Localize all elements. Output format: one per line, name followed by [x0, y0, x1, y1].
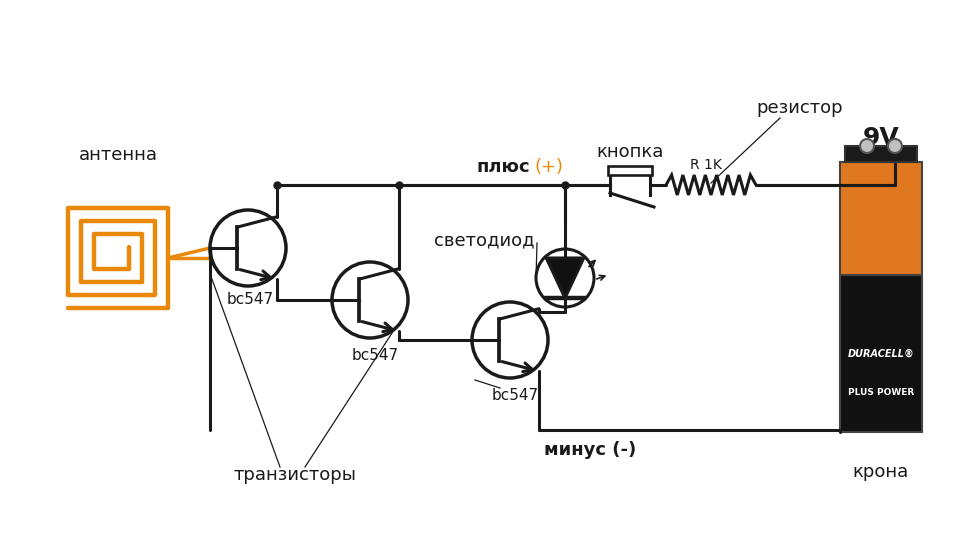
Text: bc547: bc547 [492, 388, 539, 403]
Text: bc547: bc547 [351, 348, 398, 363]
Text: транзисторы: транзисторы [233, 466, 356, 484]
Text: DURACELL®: DURACELL® [848, 349, 914, 358]
Circle shape [860, 139, 874, 153]
Circle shape [888, 139, 902, 153]
Text: светодиод: светодиод [434, 231, 535, 249]
Bar [608, 166, 652, 175]
Text: плюс: плюс [476, 158, 530, 176]
Bar [845, 146, 917, 162]
Text: резистор: резистор [756, 99, 843, 117]
Text: крона: крона [852, 463, 909, 481]
Text: 9V: 9V [863, 126, 900, 150]
Text: bc547: bc547 [227, 293, 274, 308]
Text: R 1K: R 1K [690, 158, 722, 172]
Text: антенна: антенна [79, 146, 157, 164]
Bar [840, 275, 922, 432]
Text: кнопка: кнопка [596, 143, 663, 161]
Text: PLUS POWER: PLUS POWER [848, 389, 914, 397]
Text: (+): (+) [534, 158, 563, 176]
Text: минус (-): минус (-) [544, 441, 636, 459]
Bar [840, 162, 922, 275]
Polygon shape [546, 258, 584, 298]
